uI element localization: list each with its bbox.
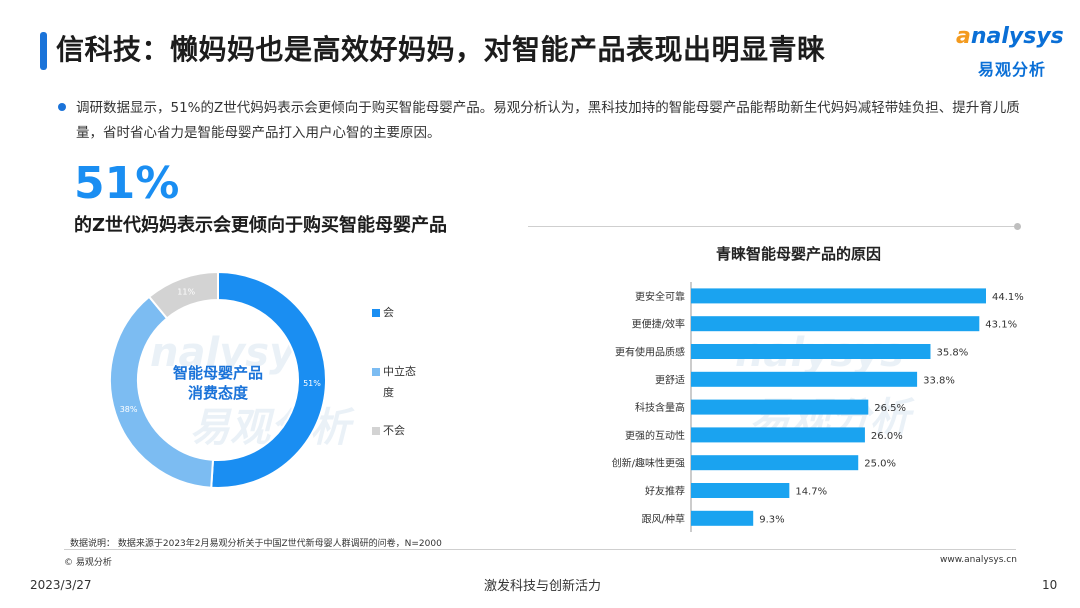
logo-wordmark-rest: nalysys — [970, 24, 1064, 49]
donut-value-label-no: 11% — [177, 288, 195, 297]
donut-center-label-1: 智能母婴产品 — [173, 364, 263, 382]
footer-slogan: 激发科技与创新活力 — [484, 579, 602, 594]
legend-label-neutral-1: 中立态 — [383, 365, 416, 378]
section-divider — [528, 226, 1016, 227]
attitude-donut-chart: 51% 38% 11% 智能母婴产品 消费态度 — [109, 270, 327, 489]
bar-value-label-2: 35.8% — [936, 348, 968, 359]
bar-chart-title: 青睐智能母婴产品的原因 — [716, 245, 882, 263]
donut-value-label-neutral: 38% — [120, 405, 138, 414]
bar-8 — [691, 510, 754, 526]
legend-item-neutral: 中立态 — [372, 363, 416, 379]
analysys-logo: analysys 易观分析 — [956, 24, 1066, 80]
bar-2 — [691, 344, 931, 359]
donut-slice-yes — [210, 270, 327, 489]
logo-cn-text: 易观分析 — [978, 60, 1047, 79]
logo-wordmark: analysys — [956, 24, 1064, 49]
bar-6 — [691, 455, 859, 471]
bar-0 — [691, 288, 986, 304]
legend-item-no: 不会 — [372, 422, 405, 438]
legend-swatch-no — [372, 427, 380, 435]
bar-category-label-7: 好友推荐 — [645, 485, 685, 498]
copyright: © 易观分析 — [64, 558, 112, 568]
bar-category-label-0: 更安全可靠 — [635, 290, 685, 303]
bar-category-label-6: 创新/趣味性更强 — [612, 457, 685, 470]
bar-category-label-4: 科技含量高 — [635, 401, 685, 414]
bar-1 — [691, 316, 980, 332]
legend-label-yes: 会 — [383, 306, 394, 319]
legend-label-no: 不会 — [383, 424, 405, 437]
title-accent-bar — [40, 32, 47, 70]
bar-value-label-7: 14.7% — [795, 487, 827, 498]
bar-category-label-5: 更强的互动性 — [625, 429, 685, 442]
bar-5 — [691, 427, 865, 443]
bar-value-label-6: 25.0% — [864, 459, 896, 470]
bullet-icon — [58, 103, 66, 111]
bar-4 — [691, 399, 869, 415]
bar-value-label-1: 43.1% — [985, 320, 1017, 331]
bar-value-label-5: 26.0% — [871, 431, 903, 442]
intro-paragraph: 调研数据显示，51%的Z世代妈妈表示会更倾向于购买智能母婴产品。易观分析认为，黑… — [76, 100, 1020, 141]
footer-divider — [64, 549, 1016, 550]
legend-item-yes: 会 — [372, 304, 394, 320]
bar-category-label-1: 更便捷/效率 — [632, 318, 685, 331]
highlight-description: 的Z世代妈妈表示会更倾向于购买智能母婴产品 — [74, 215, 448, 236]
divider-dot-icon — [1014, 223, 1021, 230]
legend-swatch-yes — [372, 309, 380, 317]
data-note: 数据说明： 数据来源于2023年2月易观分析关于中国Z世代新母婴人群调研的问卷，… — [70, 539, 442, 549]
donut-slice-no — [147, 270, 219, 320]
donut-value-label-yes: 51% — [303, 379, 321, 388]
legend-label-neutral-2: 度 — [383, 386, 394, 399]
bar-3 — [691, 371, 918, 387]
bar-value-label-4: 26.5% — [874, 403, 906, 414]
report-date: 2023/3/27 — [30, 578, 92, 592]
page-number: 10 — [1042, 578, 1058, 592]
bar-7 — [691, 483, 790, 498]
bar-category-label-3: 更舒适 — [655, 373, 685, 386]
logo-wordmark-prefix: a — [956, 24, 971, 49]
page-title: 信科技：懒妈妈也是高效好妈妈，对智能产品表现出明显青睐 — [56, 33, 826, 66]
reasons-bar-chart: 更安全可靠 44.1% 更便捷/效率 43.1% 更有使用品质感 35.8% 更舒适 33.8… — [612, 282, 1024, 532]
legend-swatch-neutral — [372, 368, 380, 376]
bar-value-label-8: 9.3% — [759, 514, 784, 525]
website-link[interactable]: www.analysys.cn — [940, 555, 1017, 565]
donut-center-label-2: 消费态度 — [188, 384, 249, 402]
bar-value-label-3: 33.8% — [923, 375, 955, 386]
bar-category-label-2: 更有使用品质感 — [615, 346, 685, 359]
bar-value-label-0: 44.1% — [992, 292, 1024, 303]
bar-category-label-8: 跟风/种草 — [642, 512, 685, 525]
highlight-percent: 51% — [74, 158, 180, 209]
